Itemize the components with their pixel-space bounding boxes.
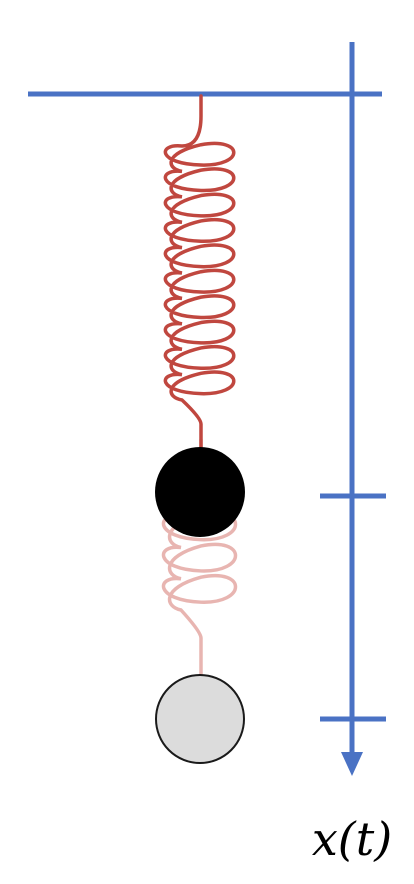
current-mass [155, 447, 245, 537]
faded-mass [155, 674, 245, 764]
spring-coil [163, 94, 236, 454]
axis-label: x(t) [312, 812, 392, 866]
position-axis-arrowhead [341, 752, 363, 776]
spring [163, 94, 236, 454]
